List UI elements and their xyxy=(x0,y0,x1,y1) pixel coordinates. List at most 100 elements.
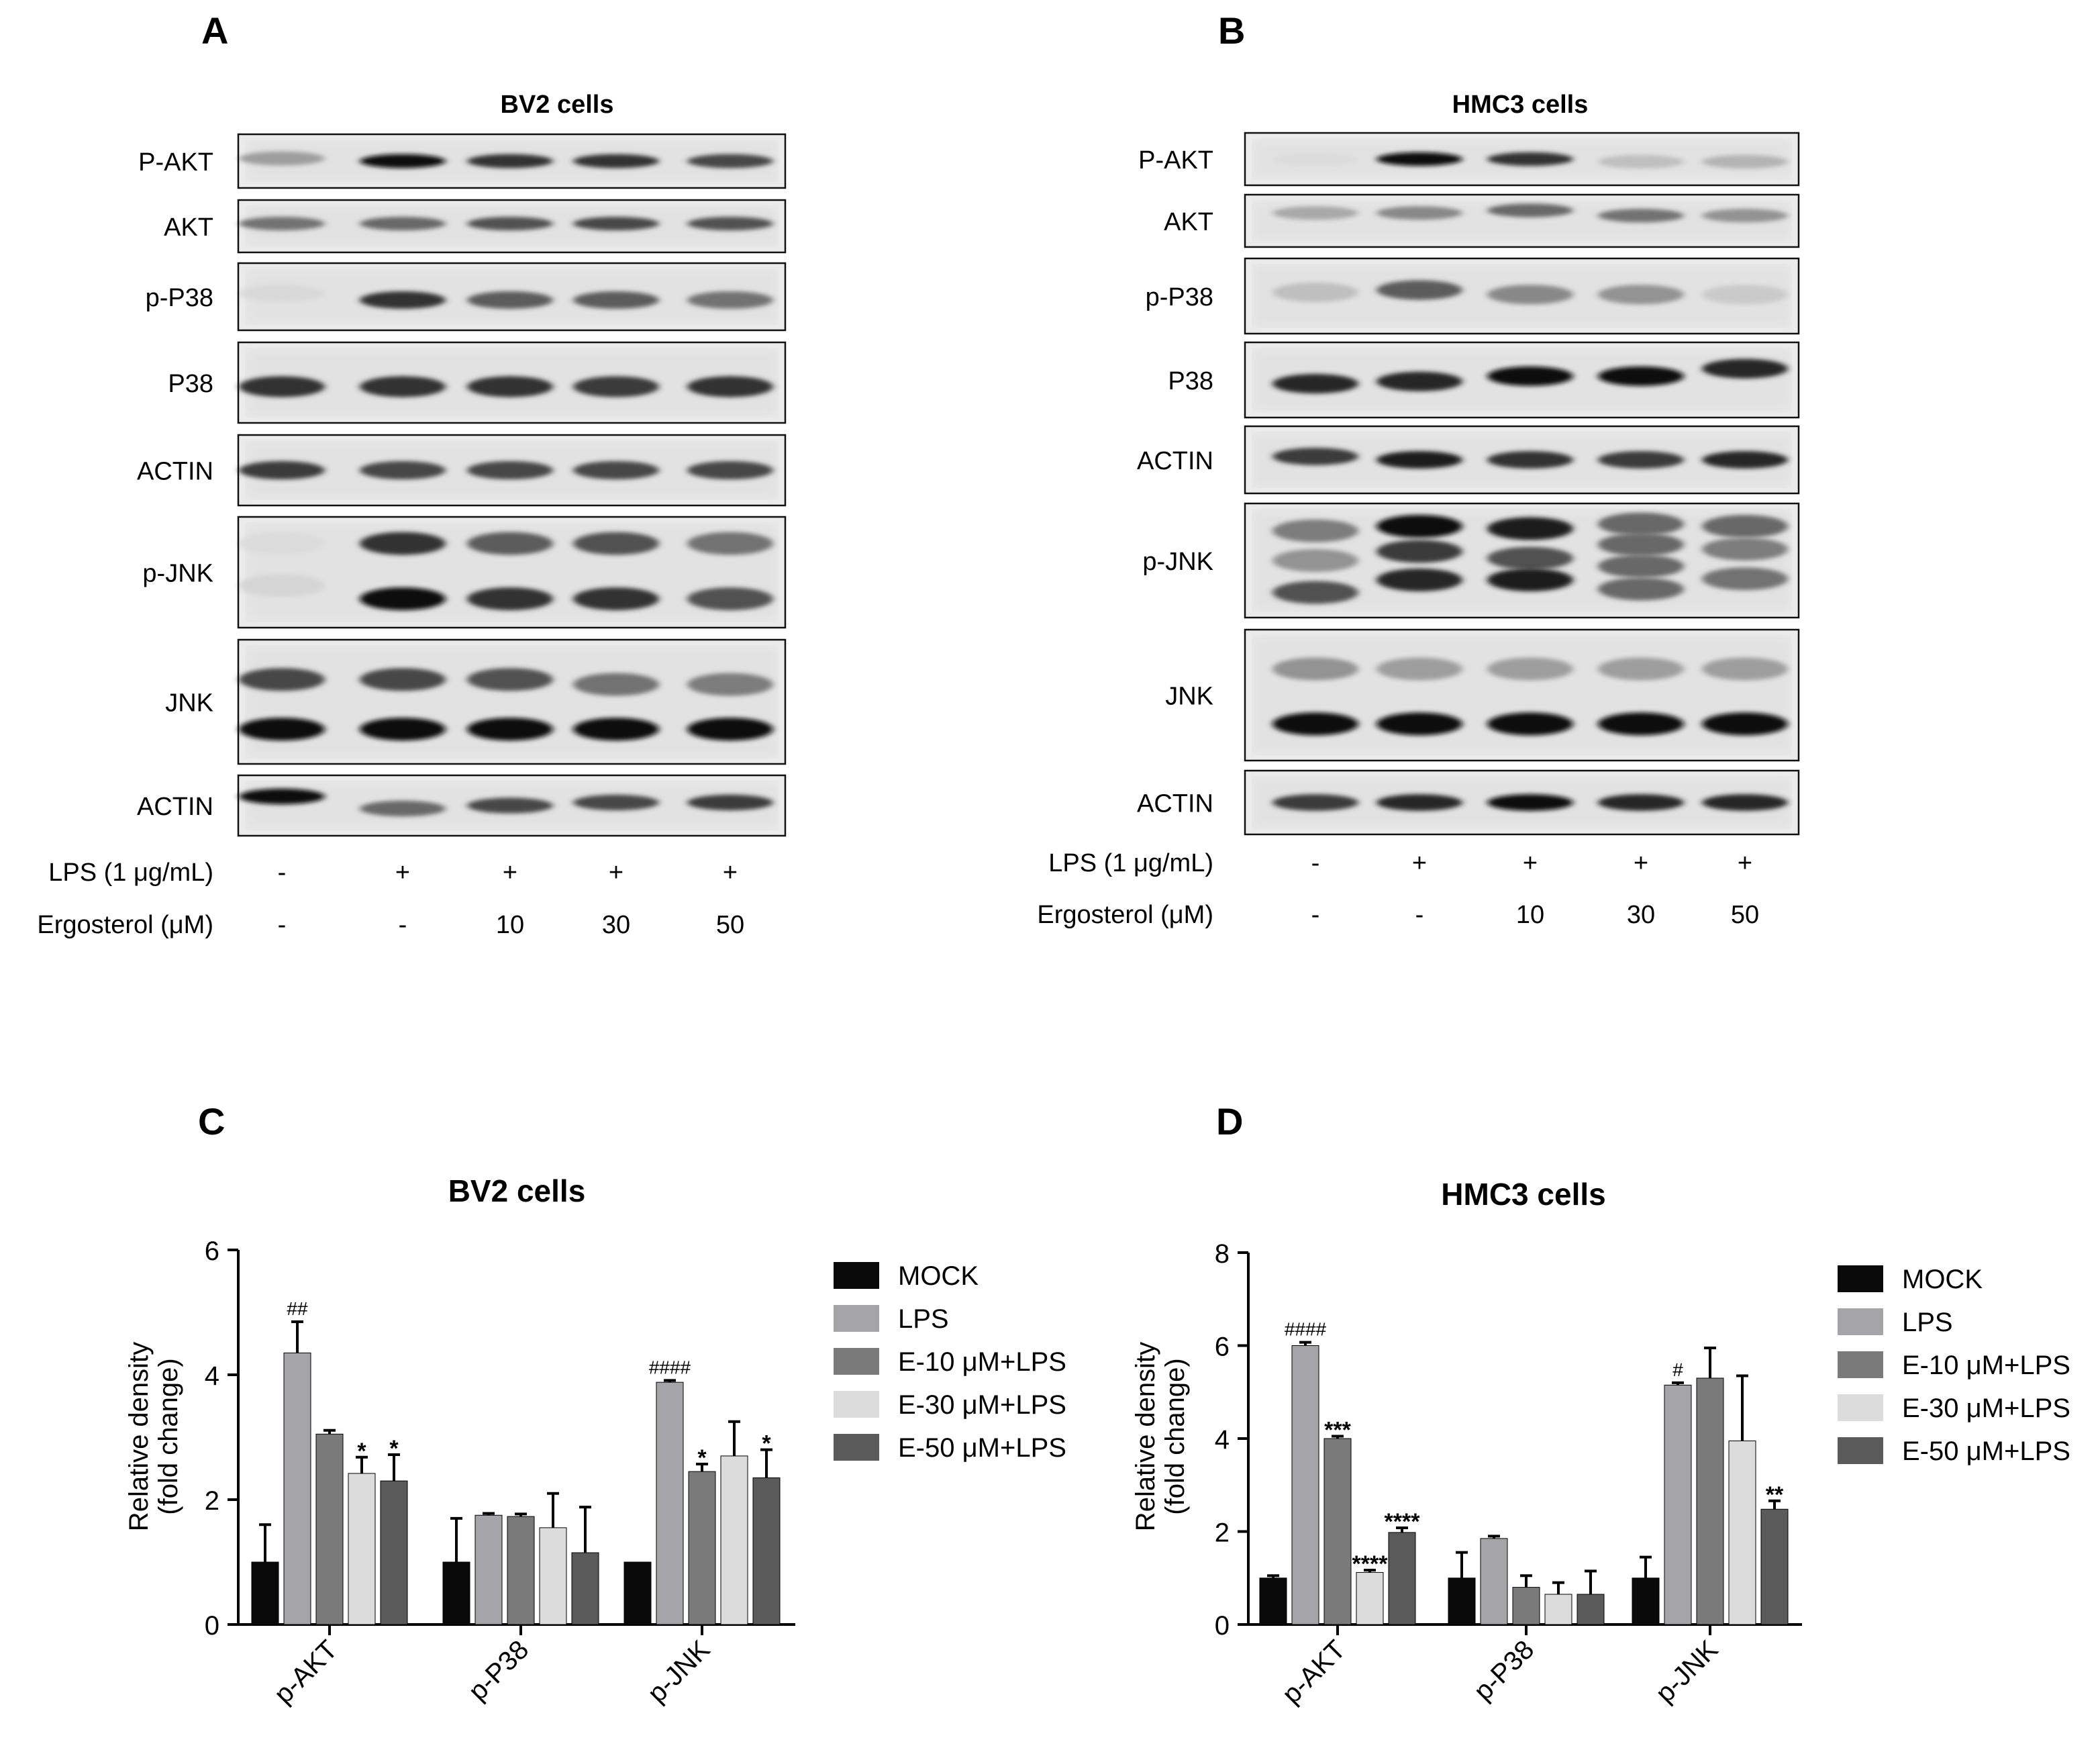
protein-band xyxy=(1272,152,1358,166)
protein-band xyxy=(1377,712,1462,736)
blot-frame xyxy=(237,199,787,254)
protein-band xyxy=(360,216,446,231)
treatment-value: 10 xyxy=(1516,901,1544,929)
protein-band xyxy=(687,216,773,231)
blot-frame xyxy=(1244,257,1800,335)
treatment-value: + xyxy=(1523,849,1538,877)
treatment-value: - xyxy=(278,911,287,939)
protein-band xyxy=(1487,203,1573,217)
y-axis-label-line: (fold change) xyxy=(154,1358,183,1514)
treatment-value: + xyxy=(503,859,517,887)
protein-band xyxy=(239,376,325,397)
blot-frame xyxy=(1244,425,1800,495)
blot-frame xyxy=(237,133,787,189)
bar xyxy=(688,1471,716,1625)
legend-label: E-30 μM+LPS xyxy=(898,1390,1066,1420)
significance-label: ** xyxy=(1766,1482,1784,1508)
protein-band xyxy=(1272,448,1358,465)
protein-band xyxy=(239,151,325,166)
protein-band xyxy=(1702,657,1788,681)
y-tick-label: 2 xyxy=(1215,1518,1230,1548)
bar xyxy=(1696,1377,1724,1625)
protein-band xyxy=(1272,794,1358,811)
significance-label: #### xyxy=(1285,1319,1327,1340)
protein-band xyxy=(360,376,446,397)
panel-letter: B xyxy=(1218,9,1245,52)
legend-swatch xyxy=(834,1348,879,1375)
protein-band xyxy=(467,154,553,168)
bar xyxy=(1632,1578,1660,1625)
blot-frame xyxy=(1244,628,1800,762)
blot-frame xyxy=(1244,193,1800,248)
protein-band xyxy=(573,587,659,611)
protein-band xyxy=(1272,282,1358,302)
protein-band xyxy=(1598,657,1684,681)
blot-frame xyxy=(1244,502,1800,619)
protein-band xyxy=(1598,285,1684,305)
blot-texture xyxy=(1252,635,1792,755)
protein-band xyxy=(1702,515,1788,538)
blot-frame xyxy=(237,341,787,424)
protein-label: AKT xyxy=(164,213,213,242)
protein-band xyxy=(467,668,553,691)
protein-label: ACTIN xyxy=(1137,447,1213,475)
significance-label: **** xyxy=(1352,1551,1389,1577)
bar xyxy=(1448,1578,1476,1625)
protein-band xyxy=(1377,206,1462,220)
protein-band xyxy=(1598,366,1684,386)
protein-band xyxy=(1377,451,1462,469)
protein-band xyxy=(1702,209,1788,223)
protein-band xyxy=(360,154,446,168)
treatment-value: + xyxy=(723,859,738,887)
treatment-value: + xyxy=(1738,849,1752,877)
protein-band xyxy=(1487,285,1573,305)
y-axis-label-line: Relative density xyxy=(124,1342,154,1531)
legend-label: E-30 μM+LPS xyxy=(1902,1394,2070,1423)
chart-title: BV2 cells xyxy=(448,1173,586,1208)
protein-band xyxy=(1702,358,1788,379)
protein-band xyxy=(467,587,553,611)
protein-band xyxy=(1702,712,1788,736)
protein-band xyxy=(467,460,553,480)
blot-row: ACTIN xyxy=(1137,425,1800,495)
blot-row: ACTIN xyxy=(1137,769,1800,836)
x-tick-label: p-P38 xyxy=(463,1635,535,1706)
protein-label: JNK xyxy=(165,689,213,718)
protein-label: ACTIN xyxy=(137,793,213,821)
protein-label: ACTIN xyxy=(1137,790,1213,818)
protein-band xyxy=(687,718,773,741)
protein-band xyxy=(1377,152,1462,166)
treatment-value: + xyxy=(1412,849,1427,877)
protein-band xyxy=(687,154,773,168)
significance-label: * xyxy=(697,1445,707,1471)
significance-label: ## xyxy=(287,1298,308,1319)
y-axis-label-line: Relative density xyxy=(1131,1342,1160,1531)
blot-row: AKT xyxy=(1164,193,1800,248)
protein-band xyxy=(573,291,659,309)
blot-frame xyxy=(237,516,787,629)
protein-band xyxy=(687,587,773,611)
legend-swatch xyxy=(1838,1437,1883,1464)
significance-label: *** xyxy=(1324,1418,1351,1443)
legend-label: MOCK xyxy=(898,1261,979,1291)
significance-label: * xyxy=(357,1439,366,1464)
protein-band xyxy=(239,216,325,231)
bar xyxy=(1544,1594,1572,1625)
protein-band xyxy=(239,460,325,480)
legend-swatch xyxy=(834,1391,879,1418)
y-tick-label: 4 xyxy=(205,1361,219,1391)
bar xyxy=(380,1480,408,1625)
protein-band xyxy=(360,587,446,611)
protein-label: P38 xyxy=(168,370,213,398)
bar xyxy=(656,1381,684,1625)
protein-band xyxy=(1598,554,1684,578)
protein-band xyxy=(1487,712,1573,736)
protein-band xyxy=(360,460,446,480)
protein-band xyxy=(1487,568,1573,591)
blot-frame xyxy=(237,774,787,837)
bar xyxy=(1760,1508,1789,1625)
bar xyxy=(623,1561,652,1625)
y-axis-label-line: (fold change) xyxy=(1160,1358,1190,1514)
